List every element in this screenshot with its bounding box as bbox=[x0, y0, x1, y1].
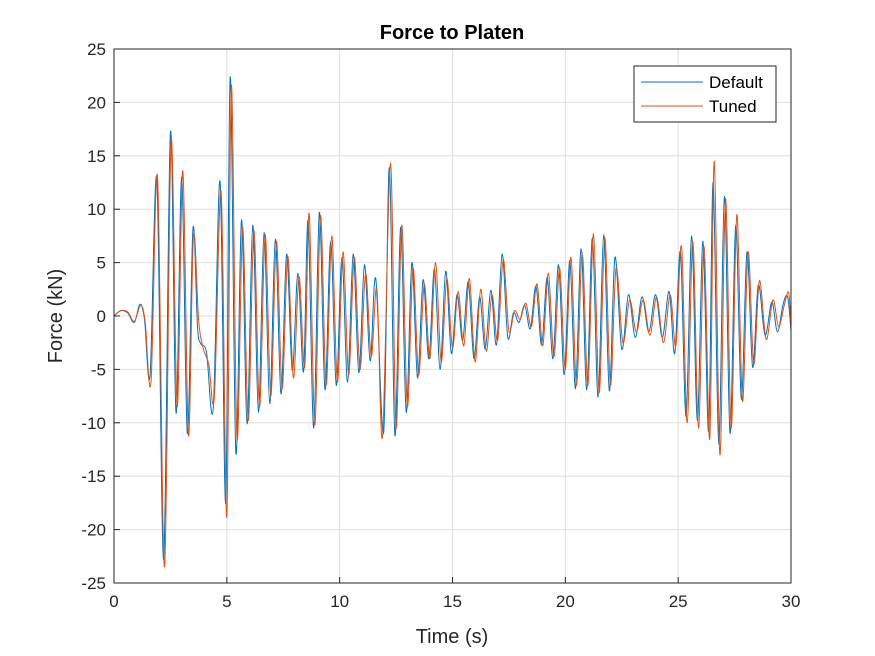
y-axis-label: Force (kN) bbox=[45, 269, 67, 363]
x-axis: 0 5 10 15 20 25 30 bbox=[109, 577, 800, 611]
legend-label-tuned: Tuned bbox=[709, 97, 757, 116]
y-tick-label: 0 bbox=[97, 307, 106, 326]
x-tick-label: 30 bbox=[782, 592, 801, 611]
legend-label-default: Default bbox=[709, 73, 763, 92]
y-tick-label: -25 bbox=[81, 574, 106, 593]
y-tick-label: 15 bbox=[87, 147, 106, 166]
x-axis-label: Time (s) bbox=[416, 626, 489, 648]
x-tick-label: 10 bbox=[330, 592, 349, 611]
y-tick-label: 10 bbox=[87, 200, 106, 219]
y-tick-label: 20 bbox=[87, 93, 106, 112]
x-tick-label: 25 bbox=[669, 592, 688, 611]
x-tick-label: 0 bbox=[109, 592, 118, 611]
x-tick-label: 15 bbox=[443, 592, 462, 611]
y-tick-label: 25 bbox=[87, 40, 106, 59]
y-tick-label: -10 bbox=[81, 414, 106, 433]
legend-box bbox=[633, 65, 777, 123]
y-tick-label: -15 bbox=[81, 467, 106, 486]
series-line-default bbox=[114, 76, 791, 561]
y-axis: 25 20 15 10 5 0 -5 -10 -15 -20 -25 bbox=[81, 40, 120, 593]
y-tick-label: 5 bbox=[97, 254, 106, 273]
y-tick-label: -5 bbox=[91, 360, 106, 379]
chart-title: Force to Platen bbox=[380, 22, 524, 44]
legend: Default Tuned bbox=[633, 65, 777, 123]
series-line-tuned bbox=[114, 84, 791, 568]
x-tick-label: 5 bbox=[222, 592, 231, 611]
series-layer bbox=[114, 76, 791, 568]
y-tick-label: -20 bbox=[81, 521, 106, 540]
x-tick-label: 20 bbox=[556, 592, 575, 611]
